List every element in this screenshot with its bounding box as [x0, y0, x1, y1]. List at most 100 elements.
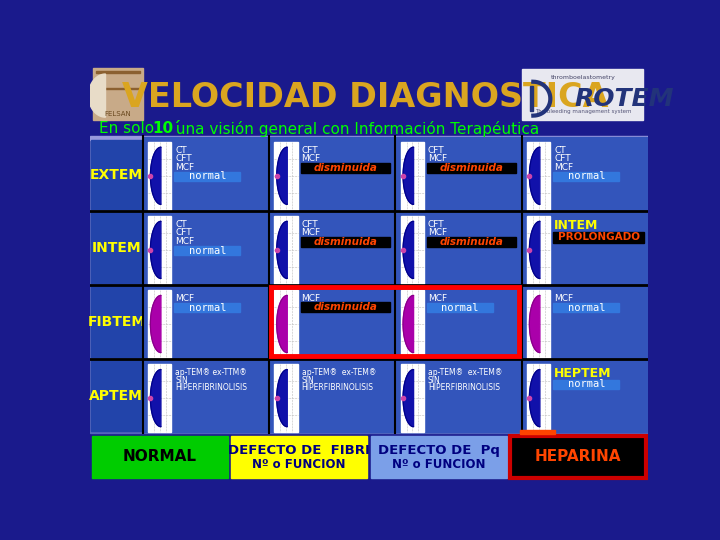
Bar	[530, 86, 534, 111]
Text: HIPERFIBRINOLISIS: HIPERFIBRINOLISIS	[302, 383, 374, 391]
Bar	[554, 232, 644, 243]
Bar	[274, 290, 297, 358]
Polygon shape	[403, 295, 413, 353]
Bar	[554, 380, 619, 389]
Text: MCF: MCF	[175, 237, 194, 246]
Text: CFT: CFT	[554, 154, 571, 163]
Bar	[143, 286, 269, 358]
Bar	[91, 360, 142, 431]
Polygon shape	[276, 221, 287, 279]
Text: MCF: MCF	[302, 154, 320, 163]
Text: CT: CT	[175, 146, 187, 155]
Text: SIN: SIN	[428, 376, 441, 385]
Text: normal: normal	[441, 303, 479, 313]
Bar	[371, 436, 507, 477]
Text: SIN: SIN	[175, 376, 188, 385]
Polygon shape	[276, 369, 287, 427]
Bar	[401, 216, 424, 284]
Text: VELOCIDAD DIAGNOSTICA: VELOCIDAD DIAGNOSTICA	[122, 80, 608, 113]
Bar	[91, 436, 228, 477]
Bar	[96, 71, 140, 73]
Polygon shape	[529, 295, 540, 353]
Bar	[96, 88, 140, 90]
Bar	[527, 216, 550, 284]
Bar	[401, 142, 424, 210]
Text: PROLONGADO: PROLONGADO	[558, 233, 640, 242]
Bar	[554, 303, 619, 312]
Bar	[174, 303, 240, 312]
Polygon shape	[150, 369, 161, 427]
Bar	[174, 172, 240, 181]
Bar	[231, 436, 367, 477]
Bar	[174, 246, 240, 255]
Bar	[401, 364, 424, 432]
Polygon shape	[529, 147, 540, 204]
Bar	[270, 211, 395, 284]
Text: SIN: SIN	[302, 376, 315, 385]
Bar	[274, 216, 297, 284]
Bar	[301, 302, 390, 312]
Polygon shape	[403, 147, 413, 204]
Text: CFT: CFT	[175, 228, 192, 238]
Bar	[270, 360, 395, 432]
Text: thromboelastometry: thromboelastometry	[551, 75, 616, 80]
Polygon shape	[89, 74, 106, 117]
Text: MCF: MCF	[302, 228, 320, 238]
Polygon shape	[529, 369, 540, 427]
Bar	[91, 286, 142, 357]
Polygon shape	[276, 147, 287, 204]
Bar	[396, 137, 521, 210]
Bar	[148, 290, 171, 358]
Text: CFT: CFT	[428, 146, 444, 155]
Text: FELSAN: FELSAN	[104, 111, 131, 117]
Text: DEFECTO DE  FIBRI: DEFECTO DE FIBRI	[228, 444, 370, 457]
Text: CFT: CFT	[302, 220, 318, 229]
Text: En solo: En solo	[99, 121, 159, 136]
Bar	[523, 360, 647, 432]
Text: una visión general con Información Terapéutica: una visión general con Información Terap…	[171, 121, 539, 137]
Text: HEPARINA: HEPARINA	[535, 449, 621, 464]
Text: CT: CT	[175, 220, 187, 229]
Text: disminuida: disminuida	[440, 163, 503, 173]
Bar	[143, 137, 269, 210]
Text: MCF: MCF	[302, 294, 320, 303]
Text: disminuida: disminuida	[440, 237, 503, 247]
Text: normal: normal	[189, 172, 226, 181]
Polygon shape	[529, 221, 540, 279]
Bar	[396, 286, 521, 358]
Text: normal: normal	[567, 379, 605, 389]
Text: ap-TEM®  ex-TEM®: ap-TEM® ex-TEM®	[302, 368, 376, 377]
Bar	[396, 211, 521, 284]
Bar	[527, 364, 550, 432]
Bar	[148, 216, 171, 284]
Polygon shape	[150, 295, 161, 353]
Bar	[143, 360, 269, 432]
Text: HEPTEM: HEPTEM	[554, 367, 612, 380]
Polygon shape	[276, 295, 287, 353]
Bar	[427, 303, 492, 312]
Text: MCF: MCF	[175, 294, 194, 303]
Bar	[554, 172, 619, 181]
Bar	[301, 237, 390, 247]
Text: FIBTEM: FIBTEM	[87, 315, 145, 329]
Bar	[91, 140, 142, 209]
Bar	[301, 163, 390, 173]
Text: NORMAL: NORMAL	[122, 449, 197, 464]
Text: 10´: 10´	[152, 121, 181, 136]
Bar	[523, 286, 647, 358]
Text: MCF: MCF	[554, 294, 573, 303]
Bar	[143, 211, 269, 284]
Bar	[90, 137, 648, 140]
Bar	[523, 137, 647, 210]
Text: ROTEM: ROTEM	[575, 87, 674, 111]
Bar	[91, 212, 142, 283]
Bar	[270, 286, 395, 358]
Bar	[427, 237, 516, 247]
Bar	[427, 163, 516, 173]
Bar	[93, 68, 143, 120]
Text: DEFECTO DE  Pq: DEFECTO DE Pq	[378, 444, 500, 457]
Polygon shape	[150, 147, 161, 204]
Bar	[274, 142, 297, 210]
Bar	[148, 142, 171, 210]
Bar	[401, 290, 424, 358]
